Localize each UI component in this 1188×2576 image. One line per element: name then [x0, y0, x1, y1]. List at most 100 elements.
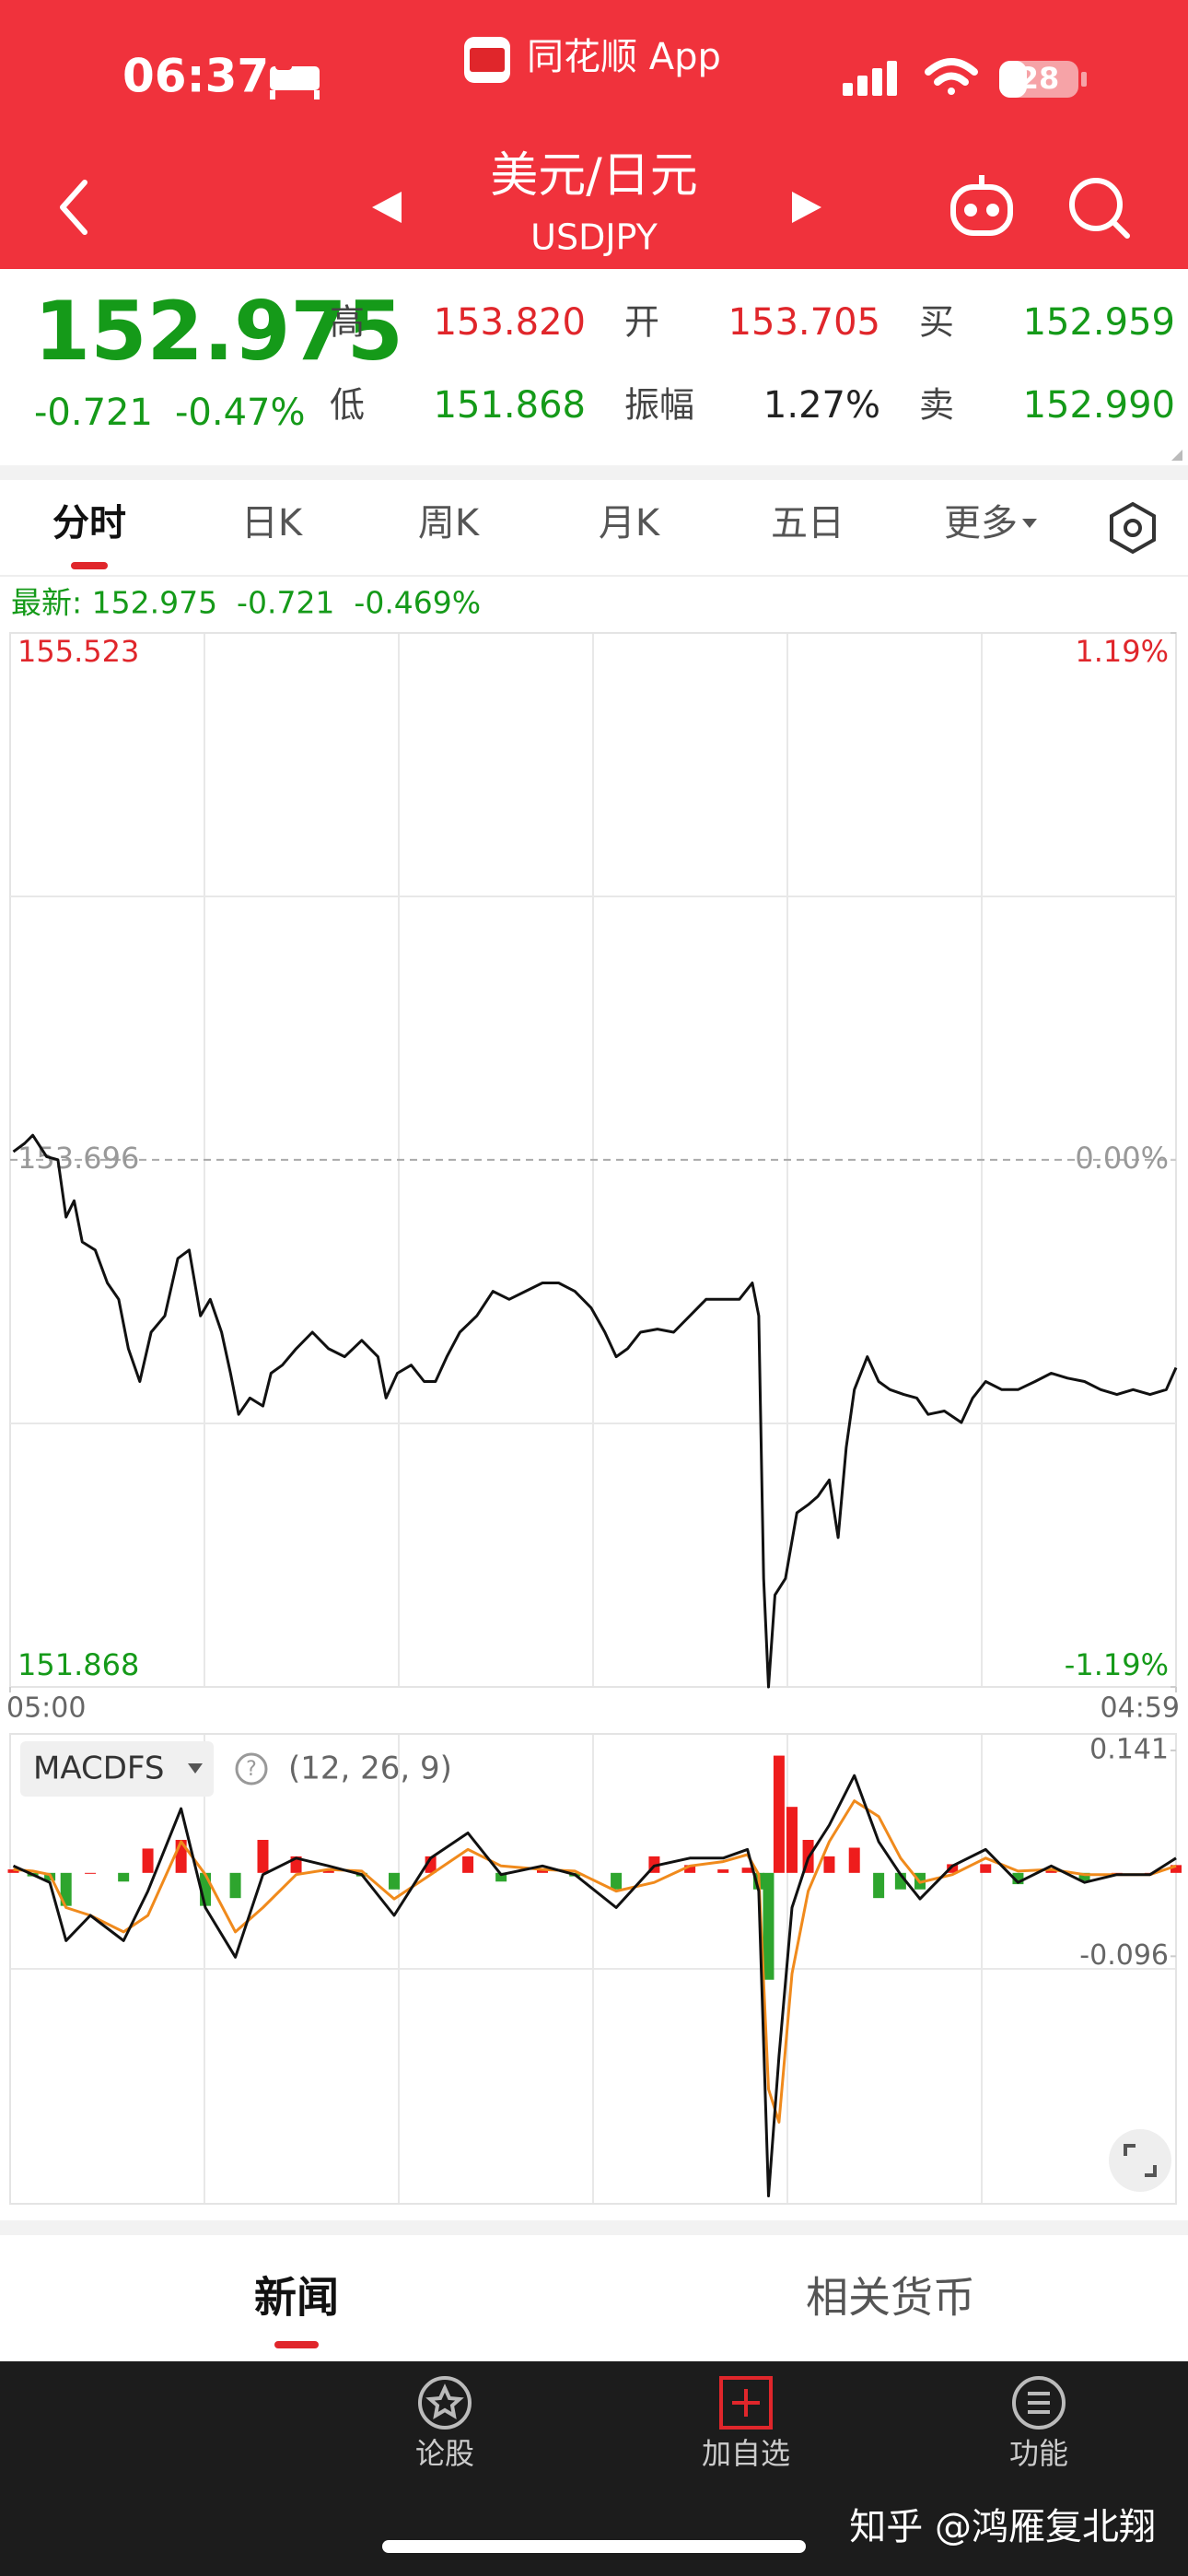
period-tab[interactable]: 五日 [771, 502, 844, 544]
macd-line [13, 1799, 1177, 2124]
price-change: -0.721 [34, 392, 153, 434]
field-label: 高 [330, 302, 365, 343]
divider [0, 2220, 1188, 2235]
settings-button[interactable] [1110, 501, 1156, 555]
prev-button[interactable] [372, 192, 402, 223]
period-tab[interactable]: 周K [418, 502, 481, 544]
field-label: 卖 [919, 385, 954, 426]
wifi-icon [925, 58, 978, 95]
app-icon [464, 37, 510, 83]
indicator-selector[interactable] [20, 1741, 214, 1797]
indicator-params: (12, 26, 9) [288, 1751, 452, 1787]
nav-item[interactable]: 功能 [1009, 2436, 1068, 2471]
y-tick-label: 151.868 [17, 1647, 139, 1682]
macd-bar [7, 1869, 19, 1873]
price-change-pct: -0.47% [175, 392, 306, 434]
y-tick-label: 153.696 [17, 1141, 139, 1176]
corner-mark [1171, 450, 1182, 461]
next-button[interactable] [792, 192, 821, 223]
field-label: 买 [919, 302, 954, 343]
price-chart: 155.523 153.696 151.868 1.19% 0.00% -1.19% 05:… [6, 632, 1180, 1725]
field-value: 1.27% [763, 384, 880, 427]
field-label: 开 [624, 302, 659, 343]
signal-icon [843, 61, 897, 96]
macd-bar [773, 1755, 785, 1873]
nav-icon [719, 2376, 773, 2430]
macd-bar [1045, 1869, 1057, 1873]
field-value: 153.705 [728, 301, 880, 344]
macd-bar [1171, 1865, 1182, 1873]
field-label: 低 [330, 385, 365, 426]
period-tabs: 分时 日K 周K 月K 五日 更多 [52, 502, 1018, 569]
macd-chart: MACDFS ? (12, 26, 9) 0.141 -0.096 [7, 1733, 1182, 2205]
macd-line [12, 1774, 1177, 2197]
macd-bar [322, 1869, 334, 1873]
assistant-button[interactable] [950, 175, 1013, 236]
macd-bar [741, 1868, 753, 1873]
nav-item[interactable]: 加自选 [702, 2436, 790, 2471]
expand-button[interactable] [1109, 2129, 1171, 2192]
y2-tick-label: 1.19% [1075, 634, 1169, 669]
help-icon[interactable] [235, 1752, 268, 1786]
status-app: 同花顺 App [527, 36, 721, 78]
latest-quote: 最新: 152.975 -0.721 -0.469% [11, 585, 481, 621]
more-dropdown[interactable] [1022, 519, 1037, 528]
page-subtitle: USDJPY [530, 217, 658, 258]
macd-bar [873, 1872, 885, 1899]
macd-bar [980, 1864, 992, 1873]
y2-tick-label: -1.19% [1065, 1647, 1169, 1682]
plot-frame [9, 1733, 1177, 2205]
help-glyph: ? [246, 1758, 257, 1781]
back-button[interactable] [60, 180, 87, 235]
page-title: 美元/日元 [490, 148, 698, 204]
period-tab[interactable]: 分时 [52, 502, 126, 544]
bottom-tab[interactable]: 相关货币 [806, 2273, 975, 2323]
macd-bar [85, 1872, 97, 1874]
x-tick-label: 05:00 [6, 1692, 86, 1725]
macd-bar [229, 1872, 241, 1899]
field-value: 152.959 [1023, 301, 1175, 344]
y2-tick-label: 0.00% [1075, 1141, 1169, 1176]
sleep-icon [270, 59, 320, 100]
nav-icon [1012, 2376, 1066, 2430]
status-time: 06:37 [122, 50, 269, 103]
field-value: 152.990 [1023, 384, 1175, 427]
period-tab[interactable]: 月K [599, 502, 661, 544]
period-tab[interactable]: 日K [241, 502, 304, 544]
macd-bar [763, 1872, 775, 1980]
watermark: 知乎 @鸿雁复北翔 [849, 2506, 1156, 2548]
macd-bar [611, 1872, 623, 1890]
macd-bar [717, 1869, 729, 1873]
macd-bar [60, 1872, 72, 1906]
macd-bar [786, 1807, 798, 1873]
macd-bar [142, 1848, 154, 1873]
battery-icon: 28 [999, 61, 1087, 98]
bottom-tab[interactable]: 新闻 [254, 2273, 339, 2323]
nav-icon [418, 2376, 472, 2430]
tab-underline [71, 562, 108, 569]
search-button[interactable] [1069, 178, 1130, 239]
period-tab[interactable]: 更多 [944, 502, 1018, 544]
macd-bar [462, 1856, 474, 1873]
y-tick-label: 155.523 [17, 634, 139, 669]
bottom-tabs: 新闻 相关货币 [254, 2273, 975, 2348]
nav-item[interactable]: 论股 [415, 2436, 474, 2471]
nav-bar: 论股 加自选 功能 [415, 2436, 1068, 2471]
price-line [12, 1133, 1178, 1689]
macd-bar [684, 1865, 696, 1873]
bottom-tab-underline [274, 2341, 319, 2348]
macd-bar [389, 1872, 401, 1890]
battery-level: 28 [1019, 61, 1060, 96]
field-label: 振幅 [624, 385, 694, 426]
settings-dot [1124, 519, 1142, 537]
indicator-name: MACDFS [33, 1751, 164, 1787]
macd-bar [257, 1840, 269, 1873]
macd-bar [848, 1847, 860, 1873]
macd-bar [1078, 1872, 1090, 1881]
y-tick-label: 0.141 [1089, 1733, 1169, 1765]
x-tick-label: 04:59 [1101, 1692, 1180, 1725]
field-value: 151.868 [434, 384, 586, 427]
macd-bar [495, 1872, 507, 1882]
